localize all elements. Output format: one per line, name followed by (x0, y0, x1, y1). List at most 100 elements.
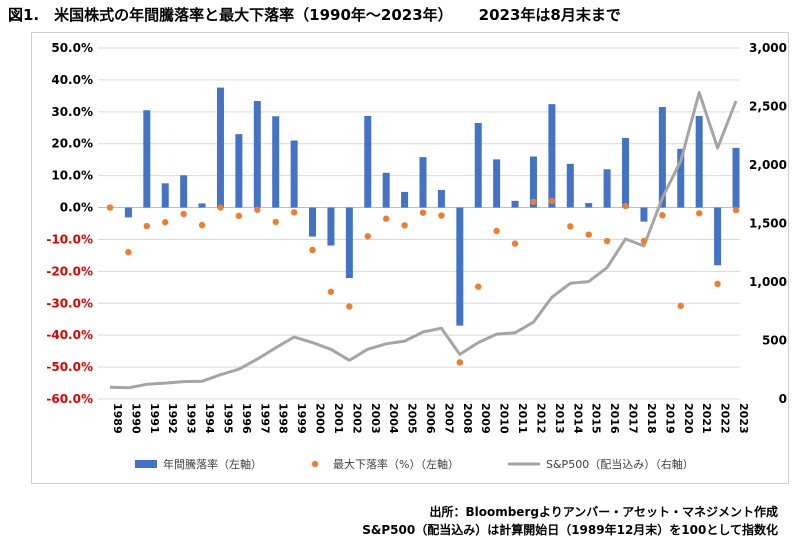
bar (124, 207, 132, 218)
bar (695, 115, 703, 208)
right-tick-label: 500 (762, 334, 787, 348)
drawdown-dot (585, 231, 592, 238)
drawdown-dot (732, 206, 740, 214)
right-tick-label: 0 (779, 392, 787, 406)
x-tick-label: 2002 (350, 403, 363, 434)
right-tick-label: 3,000 (749, 41, 787, 55)
drawdown-dot (327, 288, 335, 295)
x-tick-label: 2015 (590, 403, 603, 434)
bar (640, 207, 648, 222)
x-tick-label: 1997 (258, 403, 271, 434)
bar-series (124, 87, 740, 326)
x-tick-label: 1992 (166, 403, 179, 434)
x-tick-label: 2009 (479, 403, 492, 434)
legend-label-line: S&P500（配当込み）（右軸） (546, 457, 694, 471)
bar (364, 115, 372, 208)
bar (474, 122, 482, 208)
drawdown-dot (162, 219, 169, 226)
x-tick-label: 2014 (571, 403, 584, 434)
x-tick-label: 2004 (387, 403, 400, 434)
drawdown-dot (235, 212, 243, 220)
bar (161, 183, 169, 208)
bar (216, 87, 224, 208)
x-tick-label: 2001 (332, 403, 345, 434)
bar (603, 169, 611, 208)
drawdown-dot (364, 233, 371, 240)
sp500-line (109, 91, 738, 390)
drawdown-dot (382, 215, 390, 222)
x-tick-label: 2021 (700, 403, 713, 434)
drawdown-dot (309, 246, 316, 254)
x-tick-label: 2007 (442, 403, 455, 434)
right-tick-label: 1,500 (749, 217, 787, 231)
drawdown-dot (125, 249, 132, 256)
x-tick-label: 2003 (369, 403, 382, 434)
x-tick-label: 2023 (737, 403, 750, 434)
left-tick-label: -40.0% (46, 328, 93, 342)
x-tick-label: 2005 (406, 403, 419, 434)
bar (493, 159, 501, 208)
right-tick-label: 2,000 (749, 158, 787, 172)
source-line-1: 出所：Bloombergよりアンバー・アセット・マネジメント作成 (429, 505, 778, 519)
x-axis: 1989 1990 1991 1992 1993 1994 1995 1996 1997 1998… (111, 403, 750, 434)
drawdown-dot (401, 222, 408, 229)
right-tick-label: 2,500 (749, 100, 787, 114)
x-tick-label: 1998 (277, 403, 290, 434)
drawdown-dot (475, 283, 482, 290)
legend-swatch-dot (311, 460, 319, 468)
drawdown-dot (217, 204, 224, 211)
x-tick-label: 2010 (498, 403, 511, 434)
x-tick-label: 2017 (627, 403, 640, 434)
x-tick-label: 1991 (148, 403, 161, 434)
bar (290, 140, 298, 208)
drawdown-dot (603, 237, 611, 245)
drawdown-dot (511, 240, 519, 247)
drawdown-dot (640, 237, 648, 245)
gridlines (98, 47, 740, 400)
drawdown-dot (677, 302, 684, 310)
bar (548, 104, 556, 208)
bar (345, 207, 353, 279)
bar (419, 157, 427, 208)
left-tick-label: 30.0% (51, 105, 93, 119)
right-tick-label: 1,000 (749, 275, 787, 289)
bar (585, 203, 593, 208)
drawdown-dot (419, 209, 427, 216)
bar (529, 156, 537, 208)
bar (732, 147, 740, 208)
x-tick-label: 2012 (534, 403, 547, 434)
bar (309, 207, 317, 237)
bar (437, 189, 445, 208)
drawdown-dot (659, 212, 666, 219)
bar (253, 100, 261, 208)
legend: 年間騰落率（左軸） 最大下落率（%）（左軸） S&P500（配当込み）（右軸） (135, 457, 694, 471)
bar (456, 207, 464, 326)
bar (143, 110, 151, 208)
left-tick-label: -30.0% (46, 296, 93, 310)
drawdown-dot (695, 210, 703, 217)
drawdown-dot (198, 221, 206, 229)
bar (714, 207, 722, 266)
left-tick-label: -60.0% (46, 392, 93, 406)
drawdown-dot (548, 197, 556, 205)
bar (272, 116, 280, 208)
x-tick-label: 2000 (314, 403, 327, 434)
bar (622, 137, 630, 208)
drawdown-dot (530, 198, 537, 206)
drawdown-dot (143, 222, 151, 230)
drawdown-dot (567, 223, 574, 230)
chart-title-note: 2023年は8月末まで (478, 6, 621, 24)
chart-title: 図1. 米国株式の年間騰落率と最大下落率（1990年〜2023年） 2023年は8… (8, 4, 621, 25)
left-axis: 50.0% 40.0% 30.0% 20.0% 10.0% 0.0% -10.0% -20.0… (46, 41, 93, 406)
drawdown-dot (272, 218, 279, 226)
right-axis: 3,000 2,500 2,000 1,500 1,000 500 0 (749, 41, 787, 406)
x-tick-label: 1989 (111, 403, 124, 434)
bar (511, 200, 519, 208)
drawdown-dot (438, 212, 445, 219)
bar (235, 134, 243, 208)
left-tick-label: -10.0% (46, 232, 93, 246)
x-tick-label: 1990 (129, 403, 142, 434)
bar (401, 191, 409, 208)
legend-label-dot: 最大下落率（%）（左軸） (333, 457, 459, 471)
drawdown-dot (622, 202, 629, 210)
